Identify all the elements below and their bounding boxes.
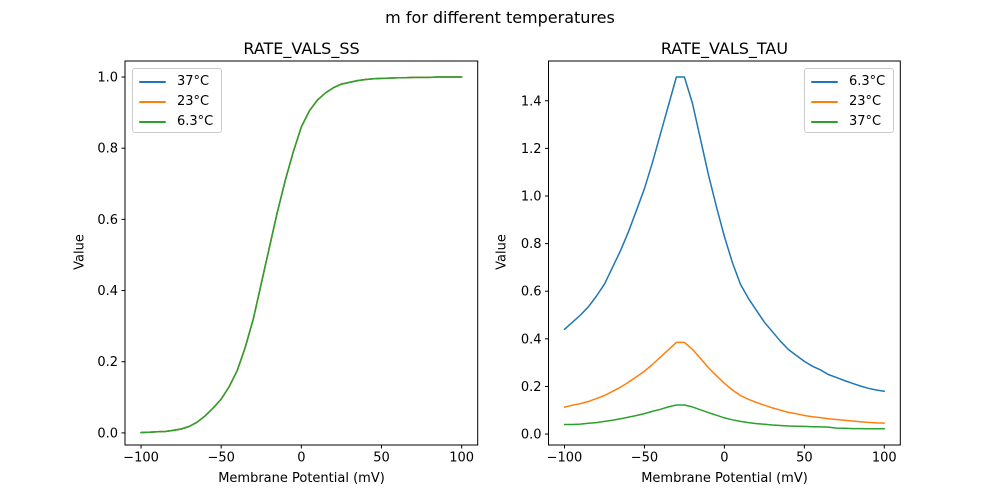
legend-entry: 37°C (805, 112, 893, 132)
x-tick-label: −50 (631, 451, 658, 466)
x-axis-label-right: Membrane Potential (mV) (641, 471, 808, 486)
legend-entry: 37°C (133, 72, 221, 92)
legend-entry: 6.3°C (805, 72, 893, 92)
legend-label: 23°C (849, 94, 882, 109)
legend-label: 23°C (177, 94, 210, 109)
x-tick-label: −100 (547, 451, 583, 466)
x-tick-label: 100 (872, 451, 897, 466)
subplot-title-tau: RATE_VALS_TAU (660, 39, 789, 58)
legend-entry: 6.3°C (133, 112, 221, 132)
legend-line-sample (139, 101, 166, 103)
y-tick-label: 1.4 (521, 94, 542, 109)
legend-line-sample (139, 121, 166, 123)
y-tick-label: 0.8 (97, 142, 118, 157)
x-tick-label: 0 (720, 451, 728, 466)
y-tick-label: 0.6 (521, 285, 542, 300)
legend-entry: 23°C (133, 92, 221, 112)
legend-line-sample (811, 121, 838, 123)
subplot-title-ss: RATE_VALS_SS (243, 39, 360, 58)
x-tick-label: −100 (123, 451, 159, 466)
series-line-6.3c (140, 76, 463, 434)
x-tick-label: −50 (207, 451, 234, 466)
x-tick-label: 0 (297, 451, 305, 466)
x-axis-label-left: Membrane Potential (mV) (218, 471, 385, 486)
legend-entry: 23°C (805, 92, 893, 112)
x-tick-label: 50 (373, 451, 390, 466)
y-tick-label: 0.2 (97, 355, 118, 370)
y-tick-label: 1.2 (521, 142, 542, 157)
y-tick-label: 0.4 (521, 332, 542, 347)
legend-label: 37°C (177, 74, 210, 89)
y-tick-label: 0.2 (521, 380, 542, 395)
y-tick-label: 0.0 (97, 426, 118, 441)
y-axis-label-left: Value (72, 234, 88, 270)
y-tick-label: 0.4 (97, 284, 118, 299)
legend-right: 6.3°C 23°C 37°C (804, 68, 894, 133)
y-axis-label-right: Value (494, 234, 510, 270)
legend-line-sample (811, 81, 838, 83)
y-tick-label: 0.6 (97, 213, 118, 228)
legend-label: 37°C (849, 114, 882, 129)
legend-label: 6.3°C (849, 74, 886, 89)
series-line-23c (563, 341, 886, 424)
series-line-37c (563, 404, 886, 430)
legend-line-sample (139, 81, 166, 83)
legend-line-sample (811, 101, 838, 103)
figure-title: m for different temperatures (385, 8, 615, 27)
legend-label: 6.3°C (177, 114, 214, 129)
legend-left: 37°C 23°C 6.3°C (132, 68, 222, 133)
y-tick-label: 1.0 (521, 189, 542, 204)
y-tick-label: 0.8 (521, 237, 542, 252)
x-tick-label: 50 (796, 451, 813, 466)
x-tick-label: 100 (449, 451, 474, 466)
y-tick-label: 0.0 (521, 428, 542, 443)
series-line-6.3c (563, 76, 886, 392)
y-tick-label: 1.0 (97, 71, 118, 86)
